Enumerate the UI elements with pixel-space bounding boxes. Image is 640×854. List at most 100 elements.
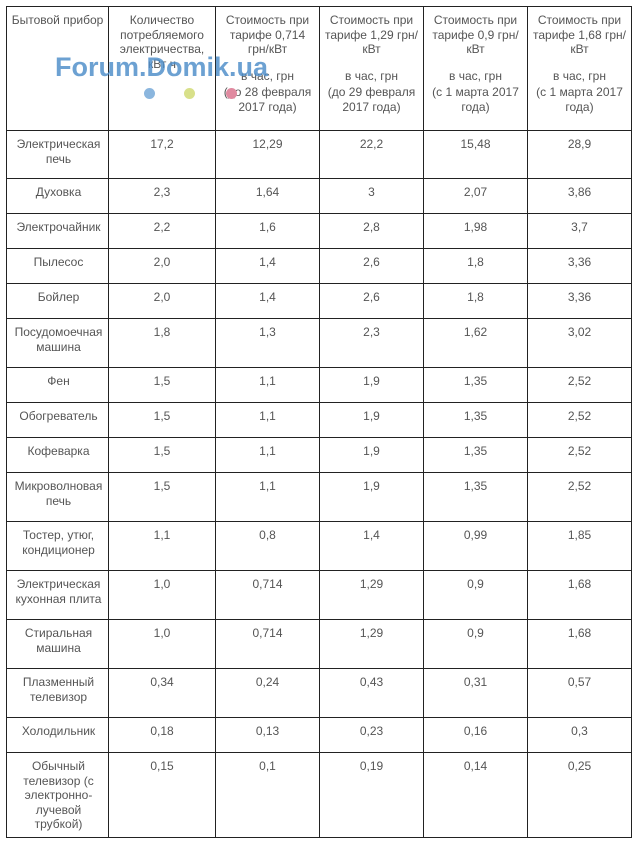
appliance-name-cell: Микроволновая печь [6,472,109,522]
table-row: Электрочайник 2,2 1,6 2,8 1,98 3,7 [6,213,632,249]
table-body: Электрическая печь 17,2 12,29 22,2 15,48 28,9… [6,130,632,838]
cost-2-cell: 1,29 [319,619,424,669]
cost-4-cell: 2,52 [527,367,632,403]
table-row: Обычный телевизор (с электронно-лучевой … [6,752,632,838]
cost-2-cell: 1,9 [319,367,424,403]
appliance-name-cell: Кофеварка [6,437,109,473]
table-row: Посудомоечная машина 1,8 1,3 2,3 1,62 3,02 [6,318,632,368]
consumption-cell: 2,0 [108,248,216,284]
appliance-name-cell: Электрическая кухонная плита [6,570,109,620]
consumption-cell: 1,0 [108,619,216,669]
consumption-cell: 1,5 [108,367,216,403]
cost-3-cell: 1,35 [423,472,528,522]
cost-1-cell: 1,4 [215,283,320,319]
consumption-cell: 1,8 [108,318,216,368]
cost-2-cell: 2,3 [319,318,424,368]
cost-4-cell: 1,68 [527,570,632,620]
consumption-cell: 0,15 [108,752,216,838]
cost-4-cell: 3,36 [527,283,632,319]
cost-1-cell: 1,1 [215,437,320,473]
appliance-name-cell: Электрочайник [6,213,109,249]
cost-3-cell: 1,8 [423,248,528,284]
header-cost-2: Стоимость при тарифе 1,29 грн/кВт в час,… [319,6,424,131]
appliance-name-cell: Обогреватель [6,402,109,438]
cost-3-cell: 0,31 [423,668,528,718]
appliance-name-cell: Духовка [6,178,109,214]
cost-1-cell: 1,1 [215,402,320,438]
cost-3-cell: 0,9 [423,619,528,669]
cost-4-cell: 3,02 [527,318,632,368]
cost-2-cell: 0,43 [319,668,424,718]
header-cost-1: Стоимость при тарифе 0,714 грн/кВт в час… [215,6,320,131]
cost-1-cell: 1,64 [215,178,320,214]
cost-3-cell: 1,35 [423,437,528,473]
consumption-cell: 1,5 [108,472,216,522]
cost-3-cell: 1,98 [423,213,528,249]
cost-3-cell: 2,07 [423,178,528,214]
consumption-cell: 0,34 [108,668,216,718]
cost-4-cell: 1,68 [527,619,632,669]
table-row: Фен 1,5 1,1 1,9 1,35 2,52 [6,367,632,403]
cost-2-cell: 3 [319,178,424,214]
cost-4-cell: 0,25 [527,752,632,838]
appliance-name-cell: Холодильник [6,717,109,753]
cost-1-cell: 1,3 [215,318,320,368]
cost-2-cell: 2,8 [319,213,424,249]
consumption-cell: 2,0 [108,283,216,319]
cost-2-cell: 2,6 [319,248,424,284]
table-row: Бойлер 2,0 1,4 2,6 1,8 3,36 [6,283,632,319]
cost-1-cell: 1,4 [215,248,320,284]
appliance-name-cell: Бойлер [6,283,109,319]
consumption-cell: 2,3 [108,178,216,214]
cost-1-cell: 1,6 [215,213,320,249]
cost-2-cell: 0,23 [319,717,424,753]
cost-1-cell: 1,1 [215,472,320,522]
header-cost-4: Стоимость при тарифе 1,68 грн/кВт в час,… [527,6,632,131]
consumption-cell: 1,1 [108,521,216,571]
appliance-name-cell: Обычный телевизор (с электронно-лучевой … [6,752,109,838]
cost-4-cell: 3,7 [527,213,632,249]
appliance-name-cell: Пылесос [6,248,109,284]
cost-1-cell: 0,24 [215,668,320,718]
cost-1-cell: 0,8 [215,521,320,571]
tariff-table: Бытовой прибор Количество потребляемого … [6,6,632,838]
appliance-name-cell: Плазменный телевизор [6,668,109,718]
cost-4-cell: 2,52 [527,472,632,522]
cost-2-cell: 1,9 [319,437,424,473]
table-row: Холодильник 0,18 0,13 0,23 0,16 0,3 [6,717,632,753]
consumption-cell: 1,0 [108,570,216,620]
cost-2-cell: 2,6 [319,283,424,319]
consumption-cell: 1,5 [108,402,216,438]
consumption-cell: 17,2 [108,130,216,179]
cost-3-cell: 1,62 [423,318,528,368]
header-appliance: Бытовой прибор [6,6,109,131]
consumption-cell: 2,2 [108,213,216,249]
cost-3-cell: 0,14 [423,752,528,838]
cost-2-cell: 1,4 [319,521,424,571]
cost-1-cell: 0,714 [215,619,320,669]
cost-3-cell: 0,16 [423,717,528,753]
cost-2-cell: 1,29 [319,570,424,620]
header-cost-3: Стоимость при тарифе 0,9 грн/кВт в час, … [423,6,528,131]
appliance-name-cell: Фен [6,367,109,403]
cost-3-cell: 1,8 [423,283,528,319]
appliance-name-cell: Посудомоечная машина [6,318,109,368]
cost-3-cell: 15,48 [423,130,528,179]
appliance-name-cell: Тостер, утюг, кондиционер [6,521,109,571]
cost-1-cell: 0,714 [215,570,320,620]
cost-3-cell: 1,35 [423,367,528,403]
cost-3-cell: 0,99 [423,521,528,571]
table-row: Электрическая печь 17,2 12,29 22,2 15,48 28,9 [6,130,632,179]
table-header-row: Бытовой прибор Количество потребляемого … [6,6,632,131]
appliance-name-cell: Электрическая печь [6,130,109,179]
table-row: Электрическая кухонная плита 1,0 0,714 1,29… [6,570,632,620]
cost-4-cell: 3,36 [527,248,632,284]
table-row: Духовка 2,3 1,64 3 2,07 3,86 [6,178,632,214]
cost-2-cell: 1,9 [319,402,424,438]
cost-1-cell: 0,1 [215,752,320,838]
cost-3-cell: 0,9 [423,570,528,620]
cost-1-cell: 12,29 [215,130,320,179]
cost-4-cell: 0,57 [527,668,632,718]
table-row: Тостер, утюг, кондиционер 1,1 0,8 1,4 0,99 1,… [6,521,632,571]
cost-1-cell: 1,1 [215,367,320,403]
